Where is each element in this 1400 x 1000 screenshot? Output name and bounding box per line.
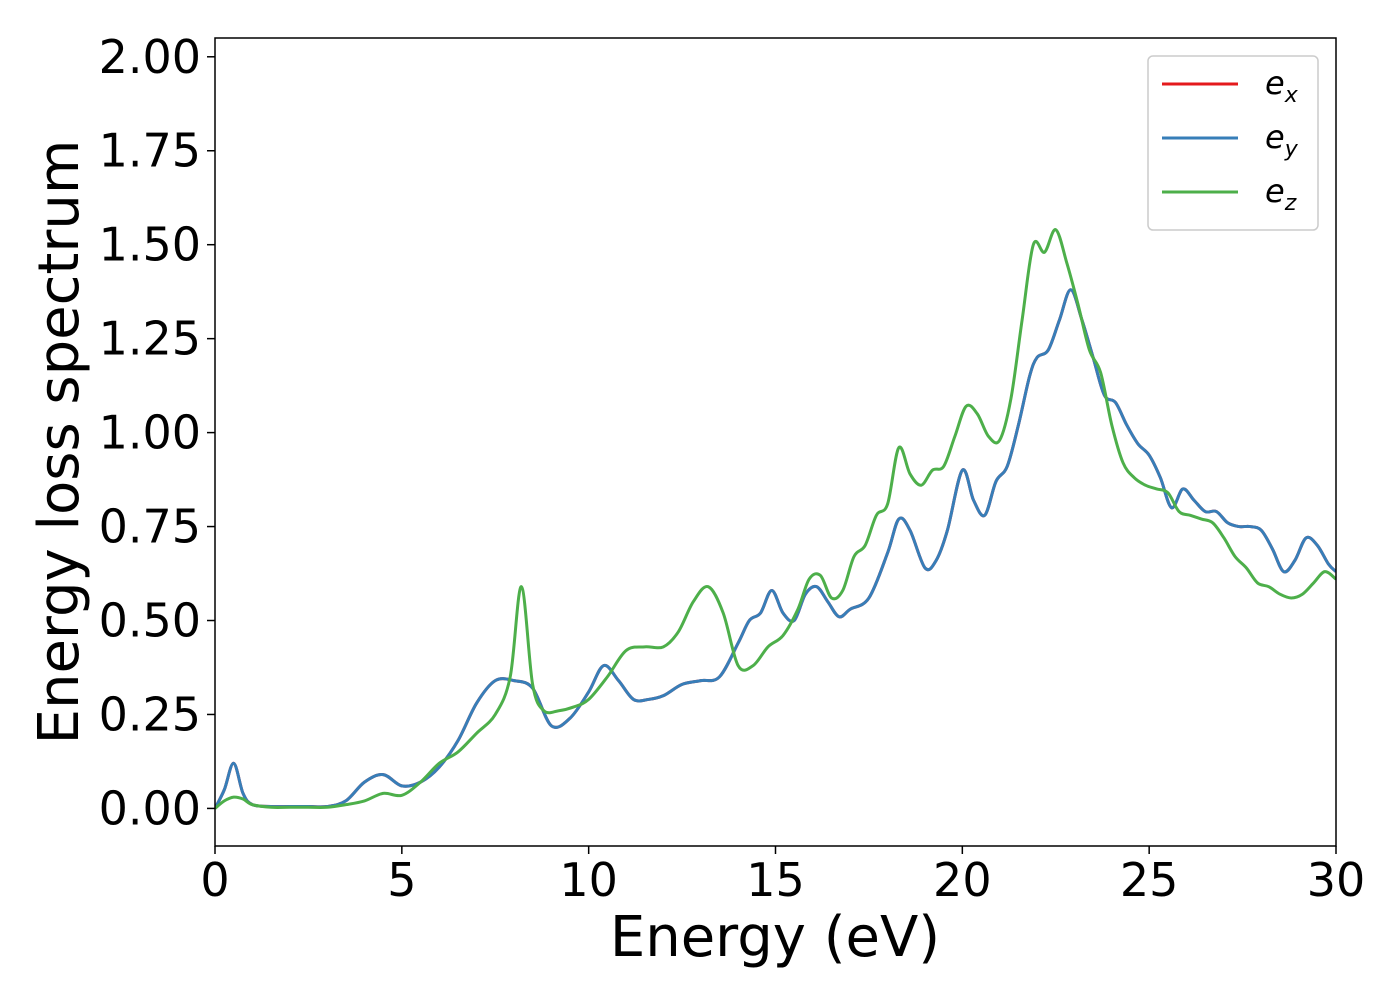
- legend-label-subscript: z: [1284, 191, 1297, 216]
- x-axis-label: Energy (eV): [610, 905, 940, 970]
- x-tick-label: 0: [200, 853, 229, 907]
- series-line-z: [215, 228, 1336, 810]
- legend-label-base: e: [1265, 118, 1285, 156]
- x-tick-label: 5: [387, 853, 416, 907]
- y-axis-label: Energy loss spectrum: [27, 140, 92, 745]
- x-tick-label: 10: [559, 853, 618, 907]
- legend-label-subscript: x: [1284, 83, 1299, 108]
- legend-label-subscript: y: [1284, 137, 1299, 162]
- series-layer: [215, 228, 1336, 810]
- legend-label-base: e: [1265, 172, 1285, 210]
- y-tick-label: 1.75: [99, 124, 201, 178]
- x-tick-label: 25: [1120, 853, 1179, 907]
- legend-label-z: ez: [1265, 172, 1297, 216]
- legend-label-base: e: [1265, 64, 1285, 102]
- x-tick-label: 15: [746, 853, 805, 907]
- legend-frame: [1147, 55, 1319, 231]
- x-axis: 0 5 10 15 20 25 30: [200, 846, 1365, 907]
- y-tick-label: 0.75: [99, 500, 201, 554]
- y-tick-label: 0.00: [99, 781, 201, 835]
- y-tick-label: 2.00: [99, 30, 201, 84]
- y-tick-label: 0.50: [99, 594, 201, 648]
- y-tick-label: 1.50: [99, 218, 201, 272]
- y-tick-label: 0.25: [99, 687, 201, 741]
- legend-label-x: ex: [1265, 64, 1299, 108]
- y-tick-label: 1.25: [99, 312, 201, 366]
- legend-label-y: ey: [1265, 118, 1299, 162]
- y-tick-label: 1.00: [99, 406, 201, 460]
- y-axis: 0.00 0.25 0.50 0.75 1.00 1.25 1.50 1.75 2.00: [99, 30, 215, 835]
- x-tick-label: 20: [933, 853, 992, 907]
- series-line-y: [215, 288, 1336, 810]
- x-tick-label: 30: [1307, 853, 1366, 907]
